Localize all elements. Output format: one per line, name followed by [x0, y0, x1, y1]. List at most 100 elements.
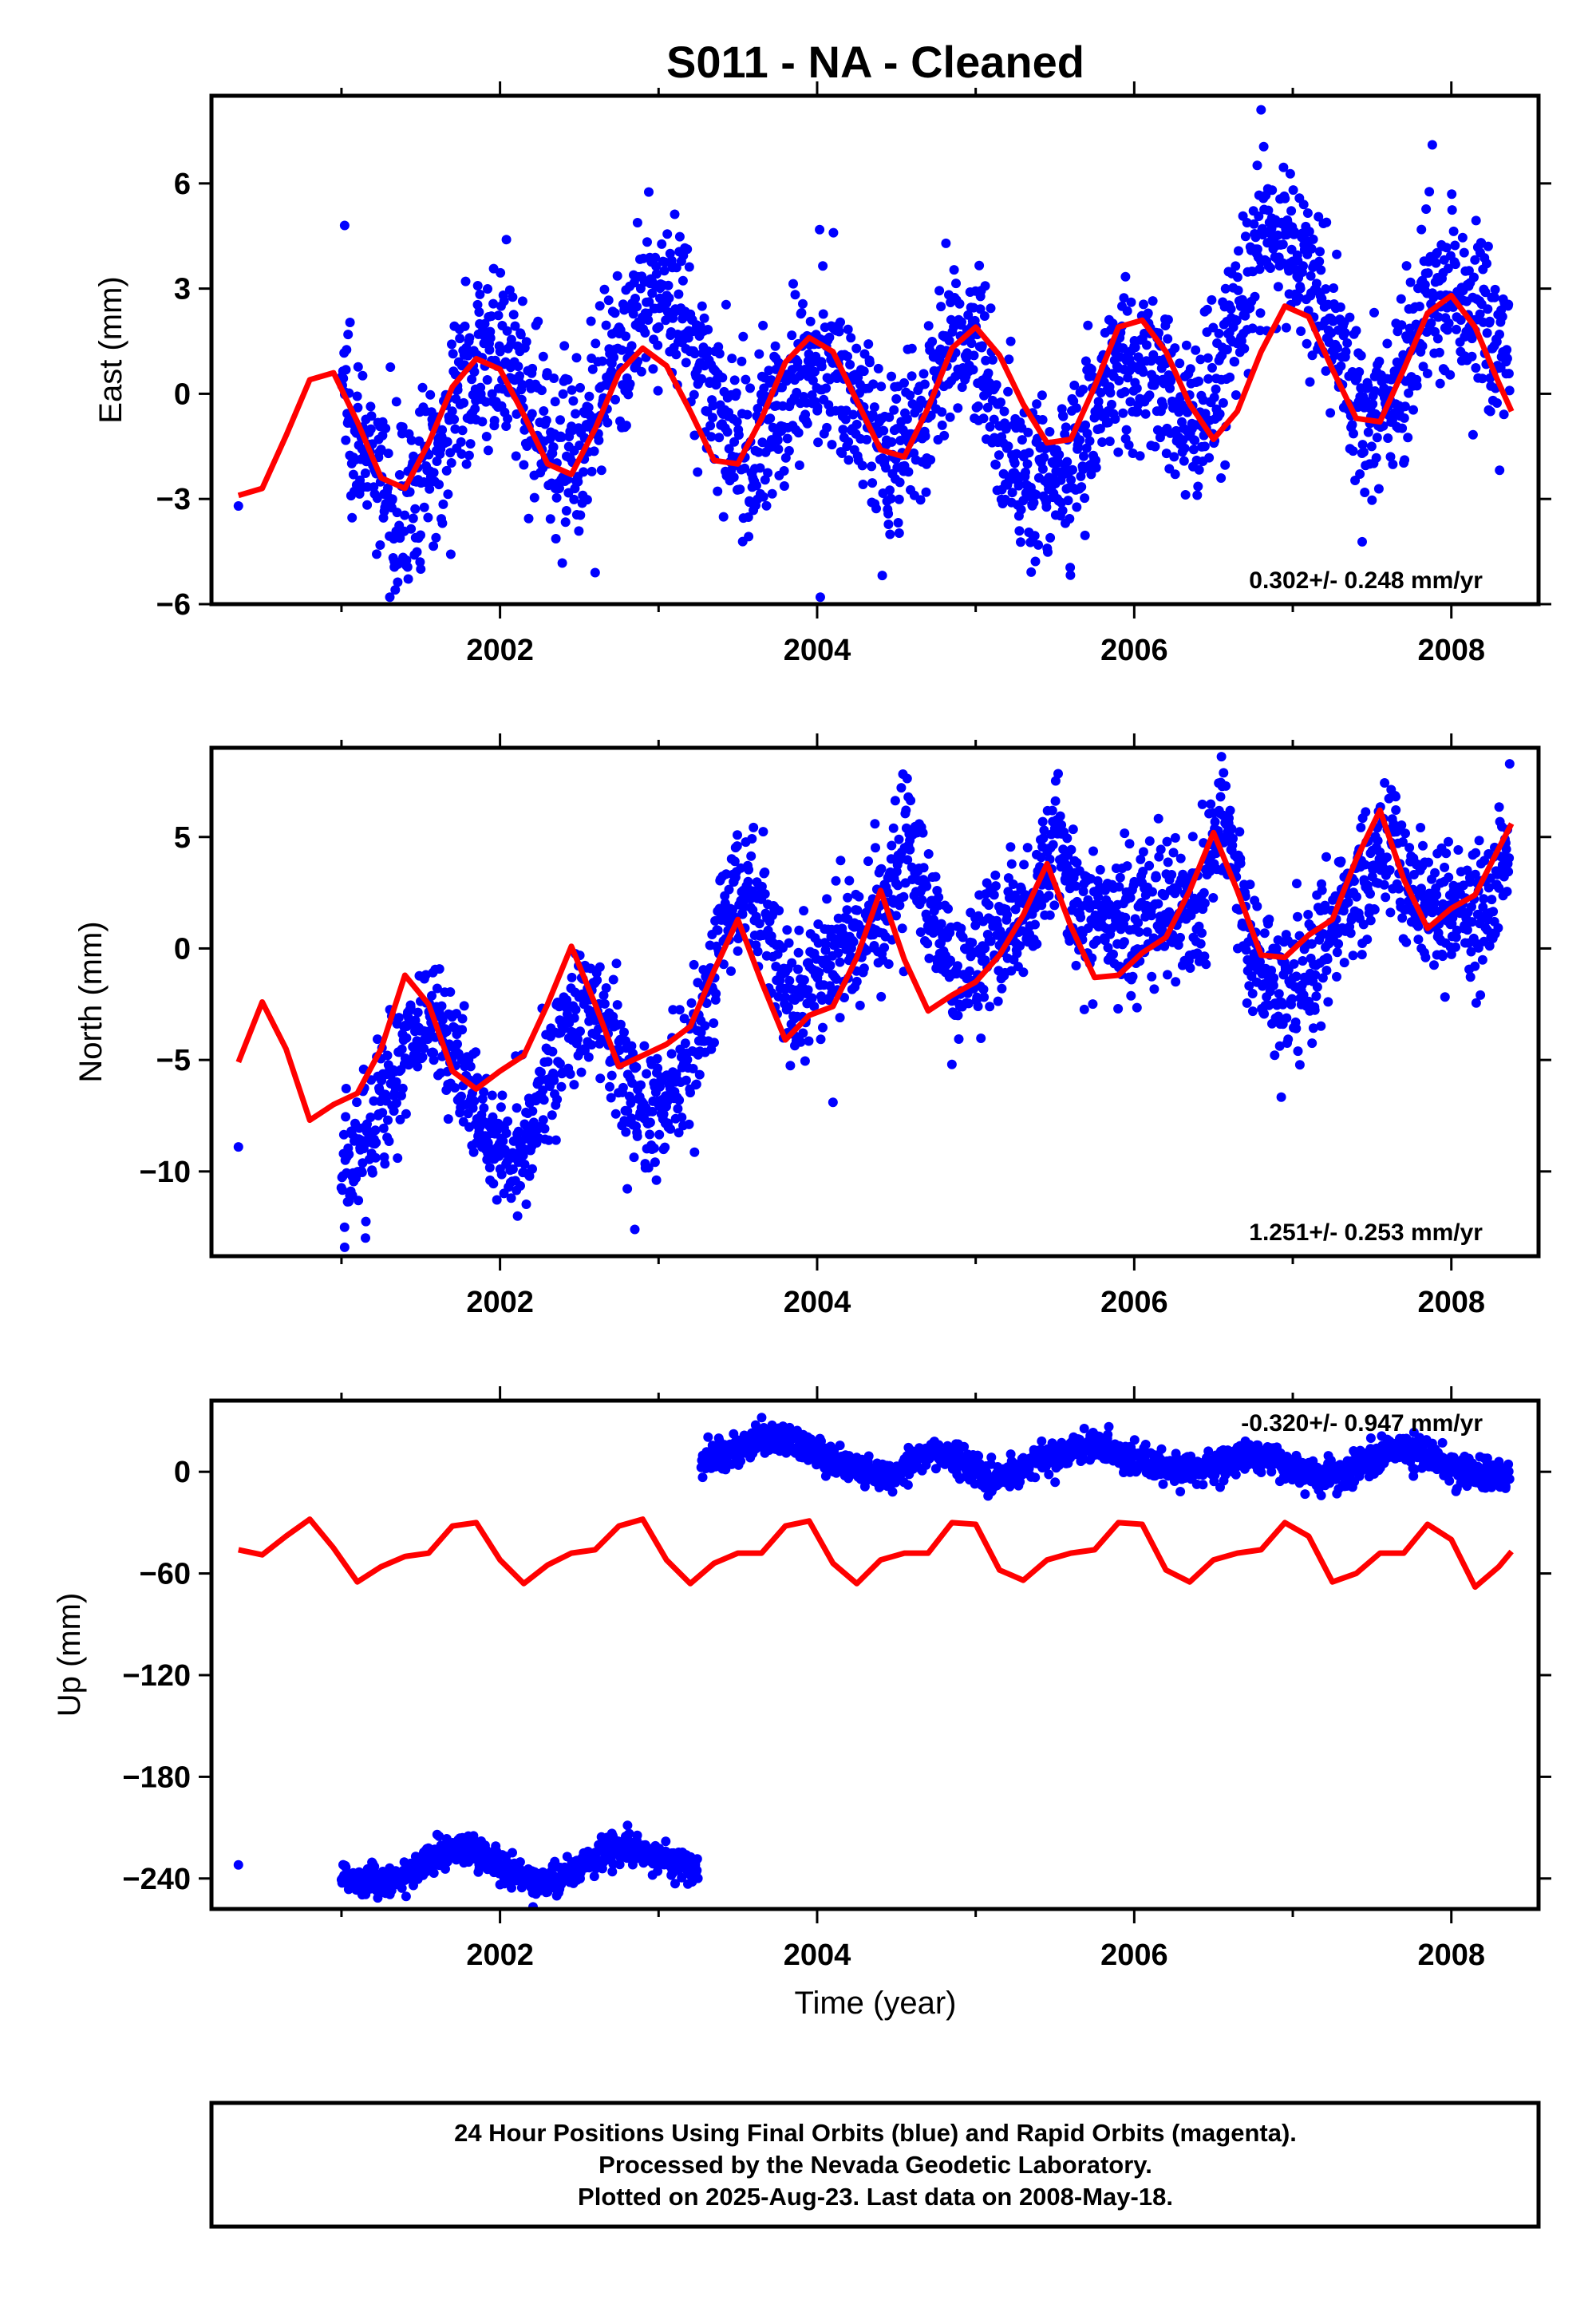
data-point [1446, 949, 1456, 959]
data-point [1163, 970, 1172, 980]
data-point [413, 1007, 423, 1018]
data-point [709, 1018, 719, 1028]
data-point [1459, 247, 1469, 258]
data-point [871, 504, 881, 514]
data-point [1199, 887, 1209, 898]
data-point [1023, 427, 1033, 437]
data-point [1065, 570, 1076, 580]
data-point [1193, 481, 1203, 492]
data-point [431, 532, 441, 543]
data-point [768, 422, 778, 433]
data-point [569, 494, 579, 504]
data-point [601, 983, 611, 993]
data-point [562, 1009, 572, 1019]
data-point [986, 303, 996, 314]
data-point [417, 1052, 428, 1062]
data-point [1043, 547, 1053, 557]
data-point [1358, 447, 1369, 457]
data-point [809, 1002, 820, 1012]
data-point [377, 1108, 388, 1118]
data-point [1381, 892, 1391, 903]
data-point [555, 415, 565, 425]
data-point [492, 1195, 502, 1205]
data-point [894, 834, 904, 844]
data-point [1473, 943, 1483, 953]
data-point [1418, 362, 1428, 372]
data-point [508, 292, 518, 302]
data-point [732, 841, 742, 852]
data-point [615, 1019, 626, 1030]
data-point [1036, 852, 1046, 863]
data-point [1385, 907, 1396, 918]
data-point [1125, 892, 1136, 903]
data-point [796, 1037, 806, 1047]
data-point [763, 468, 773, 478]
data-point [353, 362, 363, 372]
data-point [383, 1115, 393, 1125]
data-point [893, 880, 903, 891]
data-point [1128, 449, 1138, 458]
data-point [724, 444, 734, 454]
data-point [521, 1199, 531, 1209]
data-point [1501, 844, 1511, 855]
data-point [1408, 405, 1418, 415]
data-point [883, 959, 894, 969]
data-point [895, 477, 905, 488]
data-point [1017, 435, 1027, 445]
data-point [905, 390, 915, 401]
data-point [1393, 883, 1404, 894]
data-point [1152, 872, 1161, 883]
data-point [1489, 292, 1499, 302]
data-point [425, 484, 435, 494]
data-point [738, 331, 749, 342]
data-point [848, 937, 859, 947]
data-point [1457, 232, 1468, 243]
data-point [517, 380, 527, 389]
data-point [501, 1128, 512, 1138]
data-point [1298, 990, 1309, 1000]
data-point [1080, 493, 1090, 504]
data-point [1431, 258, 1441, 268]
data-point [1440, 992, 1450, 1002]
data-point [936, 302, 946, 312]
data-point [569, 1013, 579, 1023]
data-point [1124, 839, 1135, 849]
data-point [1306, 243, 1317, 254]
data-point [626, 341, 637, 351]
data-point [521, 337, 531, 347]
data-point [392, 508, 402, 518]
data-point [370, 1152, 381, 1163]
data-point [822, 894, 832, 904]
data-point [694, 1069, 705, 1080]
data-point [1295, 283, 1306, 294]
data-point [401, 1891, 411, 1902]
data-point [774, 906, 784, 915]
data-point [821, 383, 832, 393]
data-point [450, 424, 460, 434]
data-point [729, 375, 740, 385]
data-point [549, 1075, 559, 1085]
data-point [1259, 928, 1270, 939]
data-point [1019, 860, 1029, 870]
data-point [1286, 206, 1297, 216]
data-point [1432, 247, 1442, 258]
data-point [1255, 308, 1266, 318]
data-point [661, 315, 671, 326]
data-point [1293, 911, 1302, 922]
data-point [449, 414, 460, 425]
data-point [610, 1109, 621, 1119]
data-point [757, 881, 767, 891]
data-point [1317, 973, 1328, 983]
data-point [1076, 912, 1086, 923]
data-point [674, 1095, 685, 1105]
data-point [539, 1095, 549, 1105]
data-point [1091, 463, 1101, 472]
data-point [1240, 231, 1250, 242]
data-point [907, 343, 917, 354]
data-point [1373, 484, 1384, 494]
data-point [843, 351, 852, 362]
data-point [1478, 902, 1488, 912]
data-point [459, 397, 469, 408]
data-point [400, 510, 410, 520]
data-point [1088, 999, 1098, 1010]
